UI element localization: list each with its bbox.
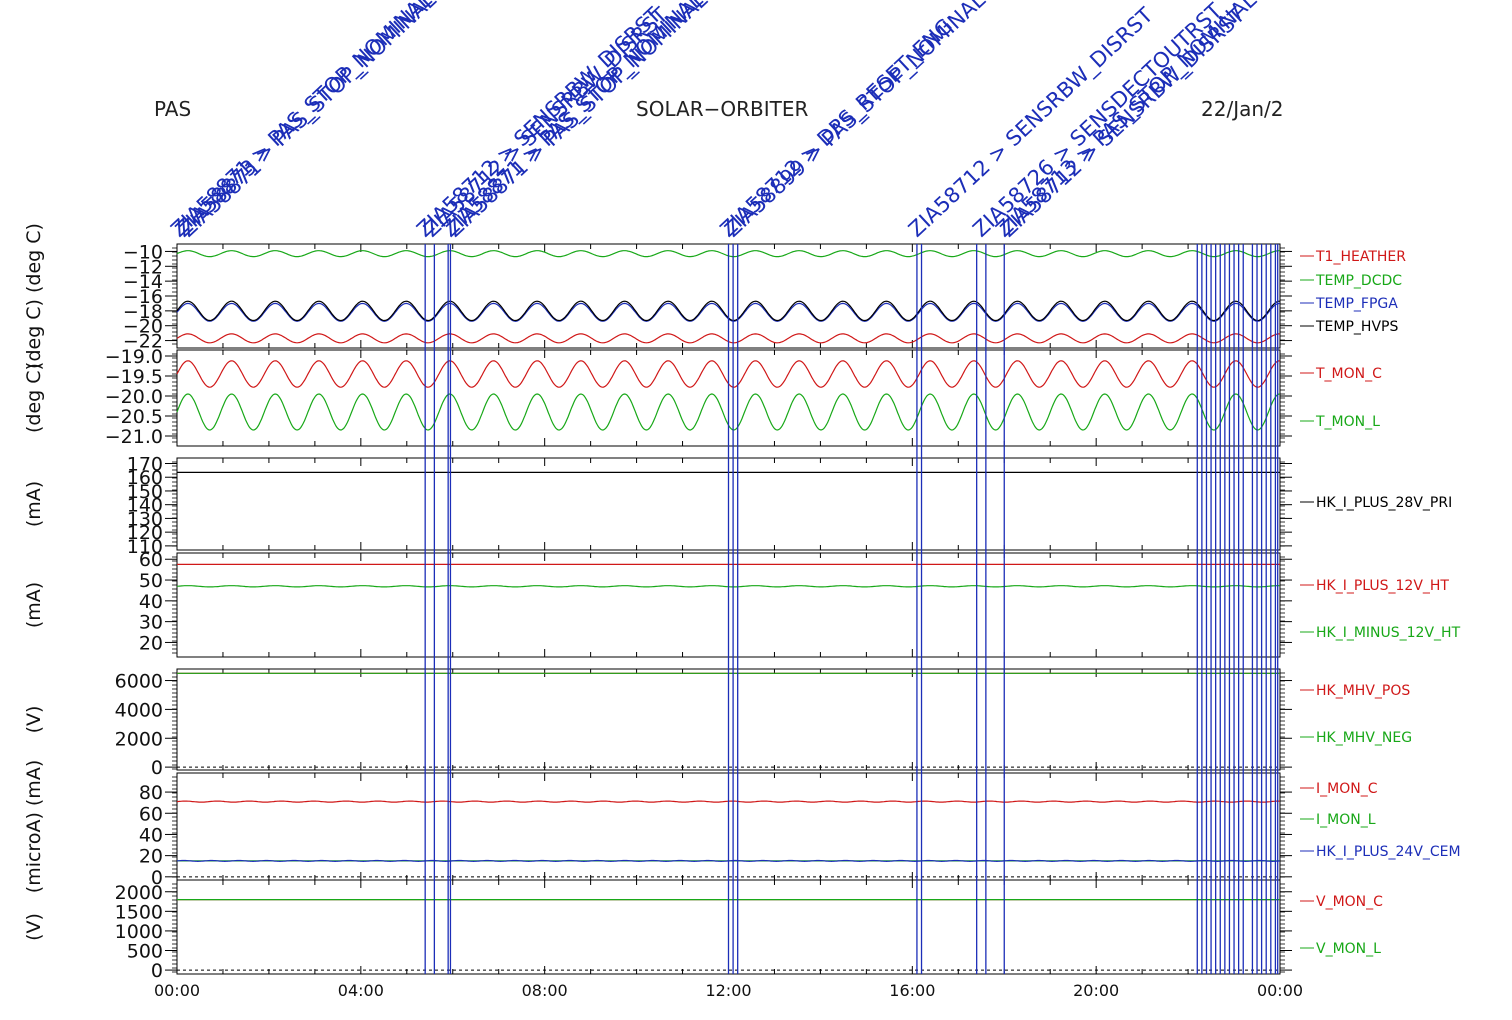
y-axis-label: (V) xyxy=(23,706,45,734)
x-tick-label: 12:00 xyxy=(705,981,751,1000)
x-tick-label: 20:00 xyxy=(1073,981,1119,1000)
y-tick-label: −18 xyxy=(123,301,163,323)
legend-label: T_MON_L xyxy=(1315,414,1380,430)
legend-label: HK_I_PLUS_28V_PRI xyxy=(1316,495,1452,511)
y-tick-label: −21.0 xyxy=(105,426,163,448)
y-tick-label: 60 xyxy=(139,803,163,825)
y-tick-label: 6000 xyxy=(115,671,163,693)
y-tick-label: 150 xyxy=(127,481,163,503)
x-axis: 00:00 04:00 08:00 12:00 16:00 20:00 00:00 xyxy=(154,981,1303,1000)
y-tick-label: 1500 xyxy=(115,901,163,923)
legend-label: V_MON_L xyxy=(1316,941,1381,957)
x-tick-label: 04:00 xyxy=(338,981,384,1000)
event-label: ZIA58871 xyxy=(176,155,267,242)
y-tick-label: 0 xyxy=(151,757,163,779)
y-tick-label: 120 xyxy=(127,522,163,544)
y-tick-label: −20.5 xyxy=(105,406,163,428)
legend-label: TEMP_DCDC xyxy=(1315,273,1402,289)
legend-label: T1_HEATHER xyxy=(1315,249,1406,265)
event-lines xyxy=(424,244,1279,974)
legend-label: V_MON_C xyxy=(1316,894,1383,910)
y-tick-label: 60 xyxy=(139,549,163,571)
x-tick-label: 00:00 xyxy=(154,981,200,1000)
legend-label: HK_MHV_NEG xyxy=(1316,730,1412,746)
panel-1: −10−12−14−16−18−20−22 (deg C) (deg C) T1_H… xyxy=(23,223,1406,369)
y-axis-label: (mA) xyxy=(23,481,45,527)
y-axis-label: (microA) (mA) xyxy=(23,760,45,893)
panels: −10−12−14−16−18−20−22 (deg C) (deg C) T1_H… xyxy=(23,223,1461,982)
legend-label: T_MON_C xyxy=(1315,366,1382,382)
mission-label: SOLAR−ORBITER xyxy=(636,97,808,121)
y-tick-label: 30 xyxy=(139,612,163,634)
legend-label: TEMP_FPGA xyxy=(1315,296,1398,312)
x-tick-label: 08:00 xyxy=(522,981,568,1000)
y-tick-label: 140 xyxy=(127,495,163,517)
y-tick-label: 160 xyxy=(127,467,163,489)
legend-label: HK_I_MINUS_12V_HT xyxy=(1316,625,1461,641)
y-tick-label: 20 xyxy=(139,632,163,654)
y-tick-label: −20 xyxy=(123,316,163,338)
legend-label: I_MON_C xyxy=(1316,781,1378,797)
y-tick-label: −16 xyxy=(123,286,163,308)
y-axis-label: (mA) xyxy=(23,582,45,628)
y-tick-label: 0 xyxy=(151,960,163,982)
y-axis-label: (deg C) xyxy=(23,363,45,433)
legend-label: TEMP_HVPS xyxy=(1315,319,1398,335)
y-tick-label: −12 xyxy=(123,256,163,278)
y-tick-label: 20 xyxy=(139,846,163,868)
y-tick-label: 40 xyxy=(139,824,163,846)
y-tick-label: 80 xyxy=(139,782,163,804)
y-tick-label: −22 xyxy=(123,331,163,353)
y-tick-label: −14 xyxy=(123,271,163,293)
y-tick-label: 50 xyxy=(139,570,163,592)
y-tick-label: 1000 xyxy=(115,921,163,943)
y-tick-label: 170 xyxy=(127,453,163,475)
legend-label: HK_I_PLUS_24V_CEM xyxy=(1316,844,1461,860)
y-axis-label: (V) xyxy=(23,913,45,941)
instrument-label: PAS xyxy=(154,97,191,121)
y-tick-label: 4000 xyxy=(115,699,163,721)
y-tick-label: 110 xyxy=(127,536,163,558)
x-tick-label: 00:00 xyxy=(1257,981,1303,1000)
y-tick-label: 40 xyxy=(139,591,163,613)
event-label: ZIA58871 > PAS_STOP_NOMINAL xyxy=(442,0,713,242)
y-tick-label: 2000 xyxy=(115,728,163,750)
y-tick-label: −19.5 xyxy=(105,366,163,388)
y-tick-label: 0 xyxy=(151,867,163,889)
date-label: 22/Jan/2 xyxy=(1201,97,1283,121)
y-tick-label: 500 xyxy=(127,941,163,963)
event-label: ZIA58726 > SENSDECTOUTRST xyxy=(968,0,1226,242)
y-tick-label: −20.0 xyxy=(105,386,163,408)
y-tick-label: −19.0 xyxy=(105,346,163,368)
y-tick-label: 2000 xyxy=(115,882,163,904)
y-tick-label: 130 xyxy=(127,508,163,530)
legend-label: HK_MHV_POS xyxy=(1316,683,1410,699)
legend-label: I_MON_L xyxy=(1316,812,1376,828)
x-tick-label: 16:00 xyxy=(889,981,935,1000)
legend-label: HK_I_PLUS_12V_HT xyxy=(1316,578,1449,594)
panel-5: 6000 4000 2000 0 (V) HK_MHV_POS HK_MHV_NEG xyxy=(23,668,1412,779)
y-axis-label: (deg C) (deg C) xyxy=(23,223,45,369)
panel-2: −19.0−19.5−20.0−20.5−21.0 (deg C) T_MON_C T… xyxy=(23,346,1382,448)
y-tick-label: −10 xyxy=(123,241,163,263)
